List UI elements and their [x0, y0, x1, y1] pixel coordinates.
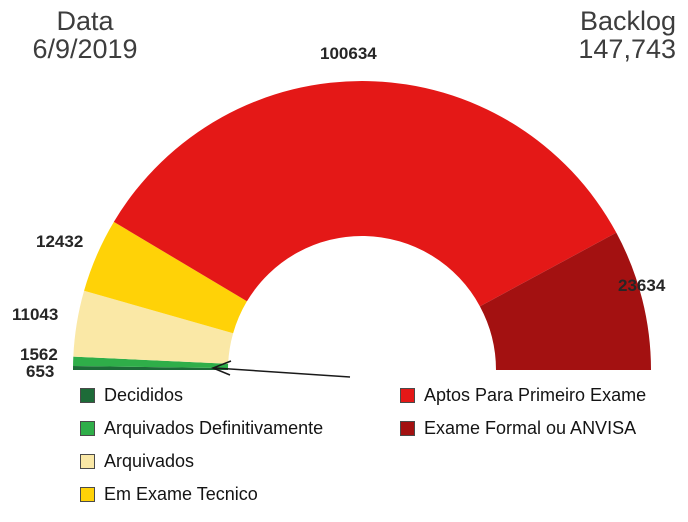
- value-label-aptos: 100634: [320, 44, 377, 63]
- backlog-header: Backlog 147,743: [578, 6, 676, 64]
- legend-item-decididos: Decididos: [80, 385, 323, 406]
- legend-item-aptos: Aptos Para Primeiro Exame: [400, 385, 646, 406]
- chart-segment-4: [113, 81, 617, 307]
- legend-right-column: Aptos Para Primeiro Exame Exame Formal o…: [400, 385, 646, 439]
- chart-segment-5: [479, 232, 651, 370]
- value-label-em-exame: 12432: [36, 232, 84, 251]
- backlog-label: Backlog: [579, 6, 676, 36]
- chart-segment-3: [84, 221, 247, 334]
- legend-item-exame-formal: Exame Formal ou ANVISA: [400, 418, 646, 439]
- legend-swatch-em-exame: [80, 487, 95, 502]
- value-label-exame-formal: 23634: [618, 276, 666, 295]
- legend-label-exame-formal: Exame Formal ou ANVISA: [424, 418, 637, 438]
- legend-swatch-arquivados: [80, 454, 95, 469]
- chart-segment-1: [73, 356, 229, 369]
- date-header: Data 6/9/2019: [12, 6, 158, 64]
- legend-label-aptos: Aptos Para Primeiro Exame: [424, 385, 647, 405]
- chart-segment-2: [73, 290, 234, 364]
- value-label-decididos: 653: [26, 362, 55, 381]
- legend-swatch-arq-definitivamente: [80, 421, 95, 436]
- legend-swatch-exame-formal: [400, 421, 415, 436]
- legend-label-arq-definitivamente: Arquivados Definitivamente: [104, 418, 324, 438]
- legend-item-arquivados: Arquivados: [80, 451, 323, 472]
- chart-segments: [73, 81, 651, 370]
- value-label-arquivados: 11043: [12, 305, 59, 324]
- chart-segment-0: [73, 366, 229, 370]
- legend-swatch-aptos: [400, 388, 415, 403]
- legend-left-column: Decididos Arquivados Definitivamente Arq…: [80, 385, 323, 505]
- legend-label-decididos: Decididos: [104, 385, 184, 405]
- legend-swatch-decididos: [80, 388, 95, 403]
- arrow-annotation: [210, 360, 351, 378]
- date-label: Data: [56, 6, 114, 36]
- legend-label-em-exame: Em Exame Tecnico: [104, 484, 258, 504]
- legend-item-em-exame: Em Exame Tecnico: [80, 484, 323, 505]
- legend-item-arq-definitivamente: Arquivados Definitivamente: [80, 418, 323, 439]
- backlog-value: 147,743: [578, 33, 676, 64]
- date-value: 6/9/2019: [32, 33, 138, 64]
- legend-label-arquivados: Arquivados: [104, 451, 195, 471]
- value-label-arq-def: 1562: [20, 345, 58, 364]
